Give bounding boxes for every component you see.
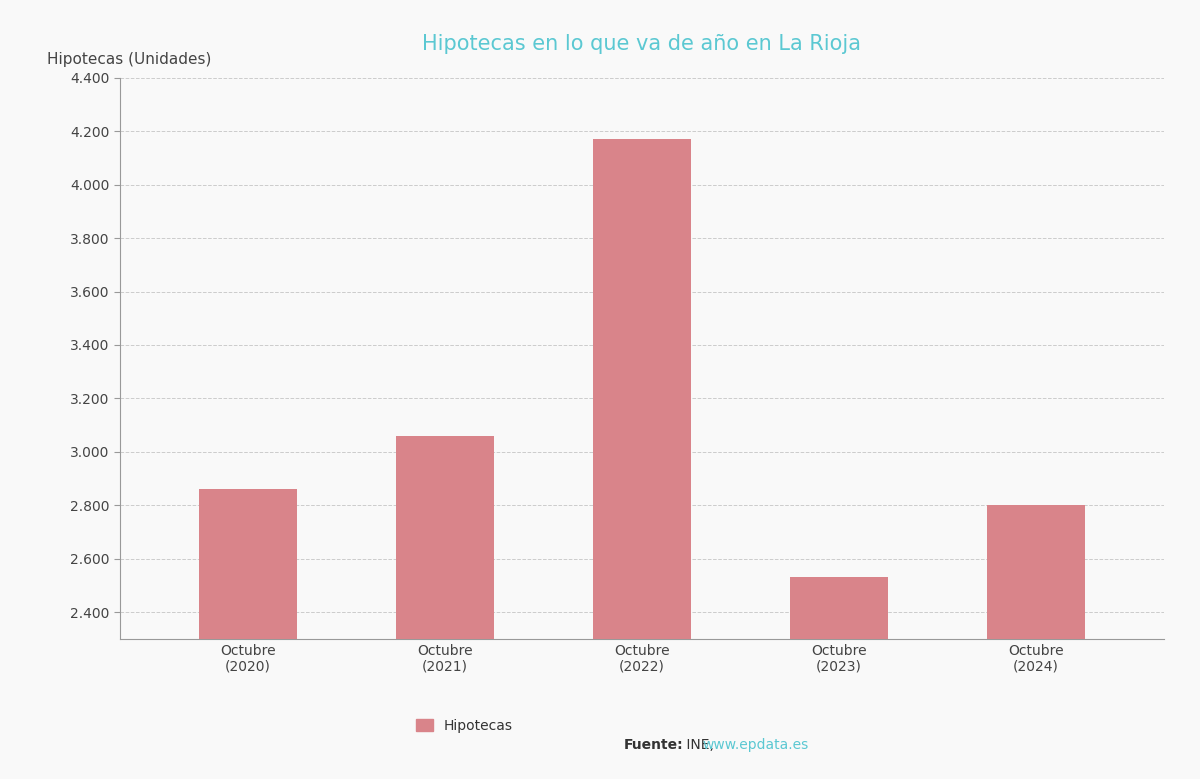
- Legend: Hipotecas: Hipotecas: [410, 714, 518, 738]
- Text: Fuente:: Fuente:: [624, 738, 684, 753]
- Text: Hipotecas (Unidades): Hipotecas (Unidades): [47, 51, 211, 67]
- Text: INE,: INE,: [682, 738, 718, 753]
- Bar: [790, 577, 888, 639]
- Bar: [593, 139, 691, 639]
- Bar: [396, 435, 494, 639]
- Bar: [199, 489, 298, 639]
- Text: www.epdata.es: www.epdata.es: [702, 738, 809, 753]
- Bar: [986, 506, 1085, 639]
- Title: Hipotecas en lo que va de año en La Rioja: Hipotecas en lo que va de año en La Rioj…: [422, 34, 862, 54]
